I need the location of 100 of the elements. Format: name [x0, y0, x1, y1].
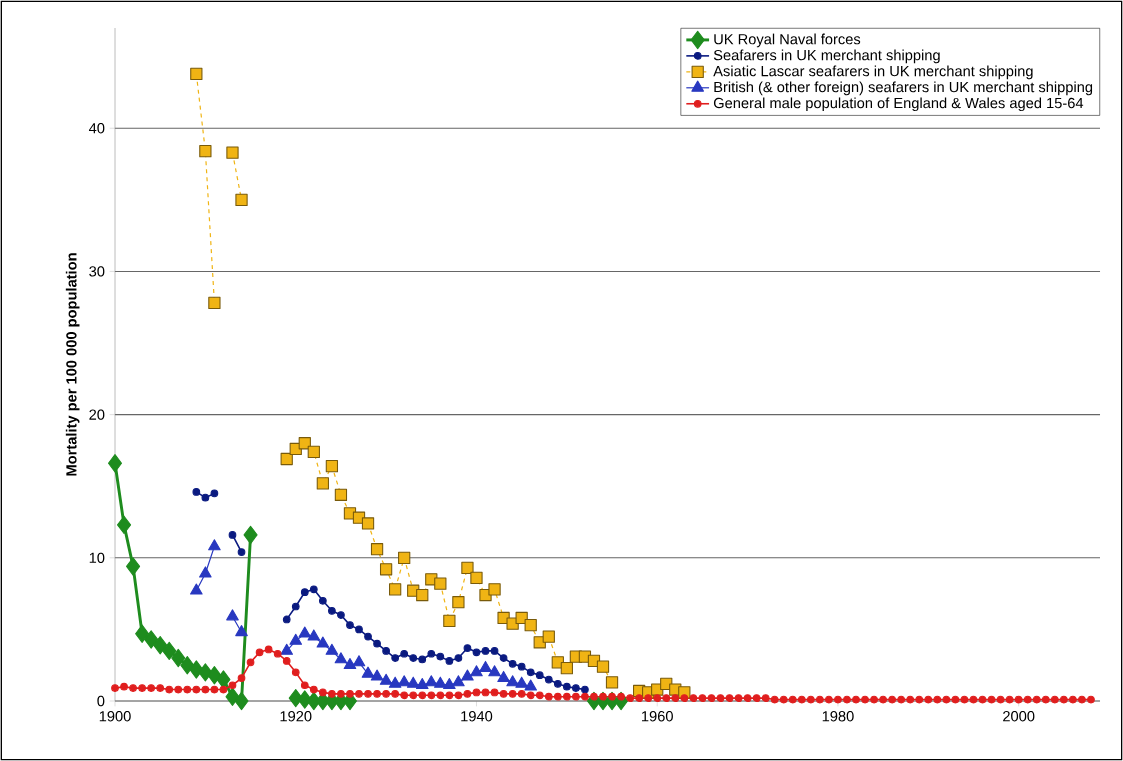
point — [243, 525, 258, 545]
legend-label: British (& other foreign) seafarers in UK merchant shipping — [714, 81, 1093, 96]
point — [553, 679, 562, 688]
y-tick-label: 20 — [89, 409, 105, 420]
point — [524, 618, 537, 632]
point — [171, 648, 186, 668]
point — [355, 625, 363, 634]
point — [488, 583, 501, 596]
point — [400, 649, 409, 658]
point — [117, 515, 132, 535]
point — [461, 561, 474, 574]
point — [298, 437, 311, 450]
point — [535, 671, 544, 680]
point — [409, 654, 418, 662]
point — [135, 624, 150, 643]
point — [162, 641, 177, 661]
point — [289, 633, 303, 645]
point — [280, 452, 293, 466]
point — [361, 666, 375, 678]
point — [398, 551, 411, 564]
point — [397, 675, 411, 687]
point — [325, 460, 339, 473]
point — [562, 682, 571, 691]
point — [107, 454, 123, 473]
point — [479, 660, 492, 672]
point — [415, 678, 429, 690]
x-tick-label: 2000 — [1003, 711, 1035, 722]
point — [436, 652, 445, 661]
point — [282, 615, 291, 624]
x-tick-label: 1900 — [99, 711, 131, 722]
point — [388, 676, 402, 688]
point — [298, 626, 312, 638]
point — [452, 675, 465, 687]
point — [208, 539, 221, 551]
x-tick-label: 1960 — [642, 711, 673, 722]
point — [225, 687, 240, 706]
x-tick-label: 1920 — [280, 711, 312, 722]
point — [208, 296, 221, 310]
point — [596, 660, 610, 673]
point — [192, 488, 201, 496]
point — [443, 678, 456, 690]
point — [235, 193, 248, 206]
point — [364, 632, 372, 641]
point — [470, 665, 483, 677]
point — [291, 602, 300, 611]
point — [180, 655, 195, 675]
point — [470, 571, 483, 584]
point — [126, 557, 141, 576]
point — [506, 675, 519, 687]
point — [199, 145, 212, 158]
x-tick-label: 1980 — [822, 711, 854, 722]
point — [316, 477, 329, 490]
point — [373, 639, 381, 648]
point — [463, 644, 472, 652]
point — [542, 630, 555, 643]
point — [515, 676, 528, 688]
point — [325, 643, 339, 655]
point — [445, 657, 454, 665]
point — [544, 675, 553, 684]
legend-label: General male population of England & Wales aged 15-64 — [713, 97, 1084, 112]
point — [418, 655, 427, 664]
point — [560, 661, 573, 675]
point — [605, 676, 619, 689]
point — [389, 583, 402, 596]
point — [337, 611, 345, 619]
point — [234, 691, 249, 711]
point — [328, 606, 336, 615]
point — [190, 583, 203, 595]
point — [434, 577, 447, 590]
point — [454, 654, 463, 662]
point — [490, 647, 499, 655]
point — [300, 588, 309, 597]
point — [524, 679, 538, 691]
point — [497, 670, 510, 682]
point — [416, 588, 429, 602]
point — [352, 655, 366, 667]
point — [406, 676, 420, 688]
point — [581, 685, 589, 694]
point — [309, 585, 318, 594]
y-tick-label: 0 — [97, 695, 105, 707]
point — [346, 621, 354, 629]
point — [452, 596, 465, 609]
legend-label: Seafarers in UK merchant shipping — [713, 49, 940, 64]
point — [361, 517, 375, 530]
legend-label: UK Royal Naval forces — [714, 33, 861, 48]
point — [481, 647, 490, 655]
point — [379, 673, 393, 685]
point — [424, 675, 438, 687]
point — [210, 489, 219, 498]
point — [201, 493, 210, 502]
point — [379, 563, 393, 576]
y-axis-title: Mortality per 100 000 population — [65, 253, 80, 476]
point — [228, 531, 237, 539]
point — [316, 636, 330, 648]
y-tick-label: 30 — [89, 266, 105, 277]
point — [382, 647, 390, 655]
point — [307, 629, 321, 641]
point — [508, 659, 517, 668]
point — [235, 625, 248, 637]
x-tick-label: 1940 — [461, 711, 493, 722]
